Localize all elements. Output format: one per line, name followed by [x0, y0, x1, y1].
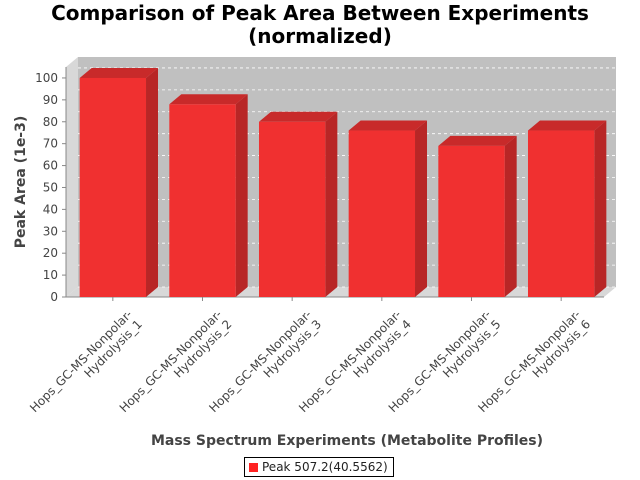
legend-swatch: [249, 462, 258, 472]
bar: [79, 77, 147, 297]
legend: Peak 507.2(40.5562): [244, 457, 394, 477]
legend-label: Peak 507.2(40.5562): [262, 460, 388, 474]
y-tick-label: 100: [35, 71, 58, 85]
chart-subtitle-text: (normalized): [248, 24, 392, 48]
x-axis-label: Mass Spectrum Experiments (Metabolite Pr…: [151, 433, 543, 449]
y-tick-label: 50: [43, 180, 58, 194]
bar-top: [169, 94, 248, 105]
y-tick-label: 40: [43, 202, 58, 216]
chart-title: Comparison of Peak Area Between Experime…: [0, 2, 640, 48]
bar-side: [504, 135, 517, 297]
x-tick-label-line: Hops_GC-MS-Nonpolar-: [27, 307, 135, 415]
bar-side: [235, 94, 248, 297]
bar: [348, 130, 416, 297]
bar-side: [415, 120, 428, 298]
y-axis-label: Peak Area (1e-3): [13, 116, 29, 249]
y-tick-label: 30: [43, 224, 58, 238]
bar-top: [527, 120, 607, 131]
y-tick-label: 20: [43, 246, 58, 260]
bar-top: [348, 120, 428, 131]
bar-top: [438, 135, 517, 146]
y-tick-label: 10: [43, 268, 58, 282]
plot-background: [78, 57, 616, 287]
bar: [438, 145, 505, 297]
y-tick-label: 60: [43, 159, 58, 173]
bar-side: [325, 111, 338, 297]
plot-wall: [66, 57, 78, 297]
bar-side: [594, 120, 607, 298]
bar-top: [79, 67, 159, 78]
bar-top: [258, 111, 338, 122]
bar-side: [146, 67, 159, 297]
y-tick-label: 70: [43, 137, 58, 151]
chart-title-text: Comparison of Peak Area Between Experime…: [51, 1, 589, 25]
y-tick-label: 0: [50, 290, 58, 304]
bar: [527, 130, 595, 297]
y-tick-label: 80: [43, 115, 58, 129]
bar: [258, 121, 326, 297]
bar: [169, 104, 236, 297]
y-tick-label: 90: [43, 93, 58, 107]
